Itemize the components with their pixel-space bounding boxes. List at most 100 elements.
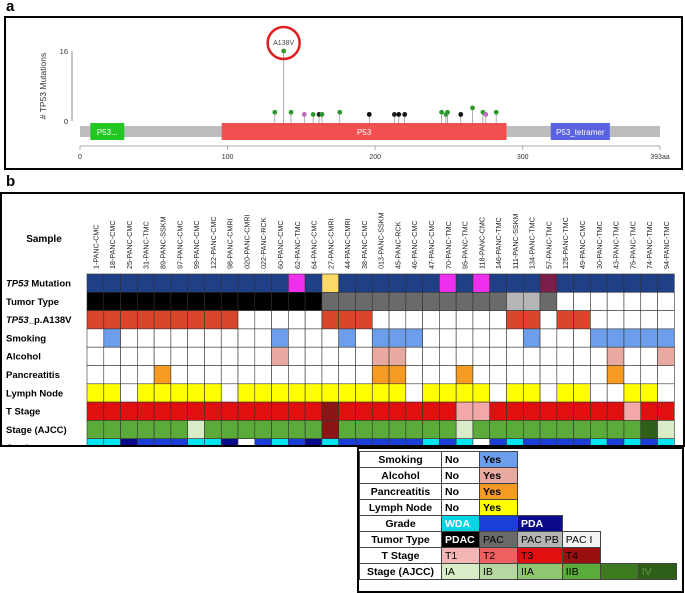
oncoprint-cell <box>288 328 306 348</box>
oncoprint-cell <box>187 346 205 366</box>
oncoprint-cell <box>573 401 591 421</box>
oncoprint-cell <box>321 401 340 421</box>
oncoprint-cell <box>455 346 474 366</box>
oncoprint-cell <box>623 401 642 421</box>
oncoprint-cell <box>657 346 675 366</box>
row-label-text: T Stage <box>6 407 40 418</box>
oncoprint-cell <box>422 438 440 458</box>
oncoprint-cell <box>371 292 390 311</box>
oncoprint-cell <box>321 292 340 311</box>
oncoprint-cell <box>489 273 507 293</box>
oncoprint-cell <box>120 346 138 366</box>
oncoprint-cell <box>170 383 188 403</box>
row-label-text: Smoking <box>6 333 46 344</box>
row-label: T Stage <box>6 407 40 418</box>
legend-swatch: Yes <box>479 467 518 484</box>
oncoprint-cell <box>153 401 172 421</box>
sample-label: 25-PANC-CMC <box>125 220 134 269</box>
oncoprint-cell <box>606 346 625 366</box>
oncoprint-cell <box>304 365 323 385</box>
oncoprint-cell <box>371 273 390 293</box>
y-tick-label: 16 <box>60 47 68 56</box>
oncoprint-cell <box>355 365 373 385</box>
oncoprint-cell <box>304 383 323 403</box>
oncoprint-cell <box>153 292 172 311</box>
oncoprint-cell <box>657 383 675 403</box>
sample-label: 45-PANC-RCK <box>393 221 402 269</box>
oncoprint-cell <box>556 328 574 348</box>
oncoprint-cell <box>220 346 239 366</box>
oncoprint-cell <box>623 420 642 439</box>
oncoprint-cell <box>170 346 188 366</box>
oncoprint-cell <box>271 346 289 366</box>
oncoprint-cell <box>422 292 440 311</box>
oncoprint-cell <box>371 310 390 330</box>
oncoprint-cell <box>137 273 155 293</box>
oncoprint-cell <box>590 401 608 421</box>
oncoprint-cell <box>204 365 222 385</box>
oncoprint-cell <box>506 328 524 348</box>
oncoprint-cell <box>439 273 457 293</box>
oncoprint-cell <box>254 273 272 293</box>
oncoprint-cell <box>472 346 491 366</box>
legend-row: T Stage T1 T2 T3 T4 <box>359 547 677 564</box>
oncoprint-cell <box>623 310 642 330</box>
oncoprint-cell <box>573 438 591 458</box>
oncoprint-cell <box>606 383 625 403</box>
oncoprint-cell <box>640 438 658 458</box>
oncoprint-cell <box>304 401 323 421</box>
oncoprint-cell <box>187 438 205 458</box>
oncoprint-cell <box>388 401 407 421</box>
oncoprint-cell <box>606 438 625 458</box>
row-label-text: Stage (AJCC) <box>6 425 67 436</box>
oncoprint-cell <box>321 438 340 458</box>
x-tick-label: 393aa <box>650 154 670 161</box>
oncoprint-cell <box>304 273 323 293</box>
oncoprint-cell <box>103 383 121 403</box>
oncoprint-cell <box>371 438 390 458</box>
row-label-gene: TP53 <box>6 279 29 290</box>
oncoprint-cell <box>304 420 323 439</box>
oncoprint-cell <box>187 420 205 439</box>
x-tick-label: 0 <box>78 154 82 161</box>
oncoprint-cell <box>522 401 541 421</box>
oncoprint-cell <box>220 438 239 458</box>
oncoprint-cell <box>137 401 155 421</box>
oncoprint-cell <box>271 401 289 421</box>
sample-label: 49-PANC-CMC <box>578 220 587 269</box>
sample-label: 64-PANC-CMC <box>310 220 319 269</box>
oncoprint-cell <box>120 292 138 311</box>
oncoprint-cell <box>355 273 373 293</box>
oncoprint-cell <box>640 401 658 421</box>
oncoprint-cell <box>288 420 306 439</box>
row-label-text: Grade <box>6 443 33 445</box>
legend-swatch: PDAC <box>441 531 480 548</box>
oncoprint-cell <box>657 420 675 439</box>
oncoprint-cell <box>220 310 239 330</box>
row-label: Lymph Node <box>6 388 63 399</box>
oncoprint-cell <box>539 438 558 458</box>
oncoprint-cell <box>321 420 340 439</box>
row-label: Alcohol <box>6 352 41 363</box>
oncoprint-cell <box>590 383 608 403</box>
oncoprint-cell <box>153 328 172 348</box>
oncoprint-cell <box>405 420 423 439</box>
oncoprint-cell <box>103 310 121 330</box>
oncoprint-cell <box>321 273 340 293</box>
legend-swatch: Yes <box>479 483 518 500</box>
legend-swatch: PAC <box>479 531 518 548</box>
legend-category: Lymph Node <box>359 499 442 516</box>
oncoprint-cell <box>623 273 642 293</box>
row-label-gene: TP53 <box>6 315 29 326</box>
oncoprint-cell <box>187 310 205 330</box>
legend-row: Grade WDA MDA PDA <box>359 515 677 532</box>
sample-label: 46-PANC-CMC <box>410 220 419 269</box>
oncoprint-cell <box>439 310 457 330</box>
oncoprint-cell <box>506 438 524 458</box>
oncoprint-cell <box>355 310 373 330</box>
oncoprint-cell <box>355 292 373 311</box>
oncoprint-cell <box>640 365 658 385</box>
protein-domain <box>90 123 125 140</box>
oncoprint-cell <box>371 365 390 385</box>
oncoprint-cell <box>556 365 574 385</box>
